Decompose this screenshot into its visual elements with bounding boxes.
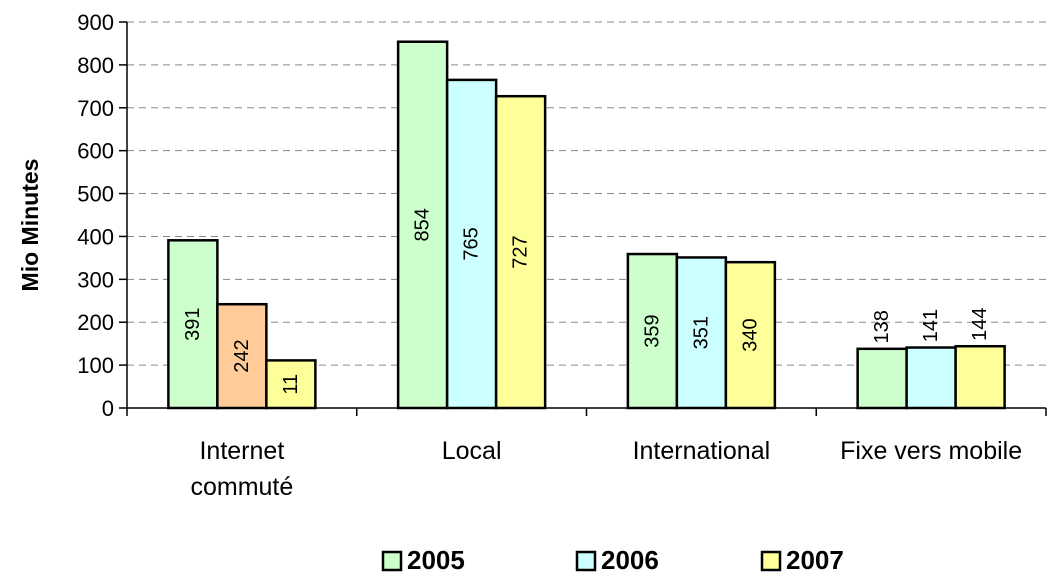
axes [119, 21, 1047, 416]
category-label: Local [442, 437, 502, 465]
bar [265, 359, 317, 410]
legend-label: 2006 [601, 545, 659, 575]
y-tick-label: 200 [77, 310, 114, 335]
y-tick-label: 600 [77, 139, 114, 164]
y-tick-label: 100 [77, 353, 114, 378]
data-label: 359 [641, 314, 663, 347]
y-tick-label: 300 [77, 267, 114, 292]
labels: 0 100 200 300 400 500 600 700 800 900 Mio Minutes 3… [17, 10, 1022, 501]
bar [216, 302, 268, 410]
data-label: 138 [871, 310, 893, 343]
legend-swatch [760, 550, 782, 572]
y-tick-label: 0 [102, 396, 114, 421]
bar [856, 347, 908, 410]
y-tick-label: 400 [77, 224, 114, 249]
legend-label: 2005 [407, 545, 465, 575]
bar [905, 346, 957, 410]
data-label: 340 [739, 318, 761, 351]
legend: 2005 2006 2007 [381, 545, 844, 575]
y-tick-label: 500 [77, 182, 114, 207]
gridlines [127, 21, 1046, 366]
bar [167, 239, 219, 410]
y-tick-label: 700 [77, 96, 114, 121]
data-label: 727 [510, 235, 532, 268]
data-label: 854 [412, 208, 434, 241]
data-label: 144 [969, 308, 991, 341]
data-label: 141 [920, 309, 942, 342]
legend-label: 2007 [786, 545, 844, 575]
bar [724, 260, 777, 410]
data-label: 242 [231, 339, 253, 372]
legend-swatch [575, 550, 597, 572]
y-axis-title: Mio Minutes [17, 159, 43, 292]
bars [167, 40, 1006, 410]
bar [954, 344, 1006, 410]
y-tick-label: 800 [77, 53, 114, 78]
category-label: commuté [190, 473, 293, 501]
bar [675, 256, 728, 410]
data-label: 391 [182, 307, 204, 340]
category-label: International [633, 437, 771, 465]
y-tick-label: 900 [77, 10, 114, 35]
data-label: 11 [280, 374, 302, 395]
category-label: Fixe vers mobile [840, 437, 1022, 465]
data-label: 765 [461, 227, 483, 260]
data-label: 351 [690, 316, 712, 349]
category-label: Internet [199, 437, 284, 465]
legend-swatch [381, 550, 403, 572]
